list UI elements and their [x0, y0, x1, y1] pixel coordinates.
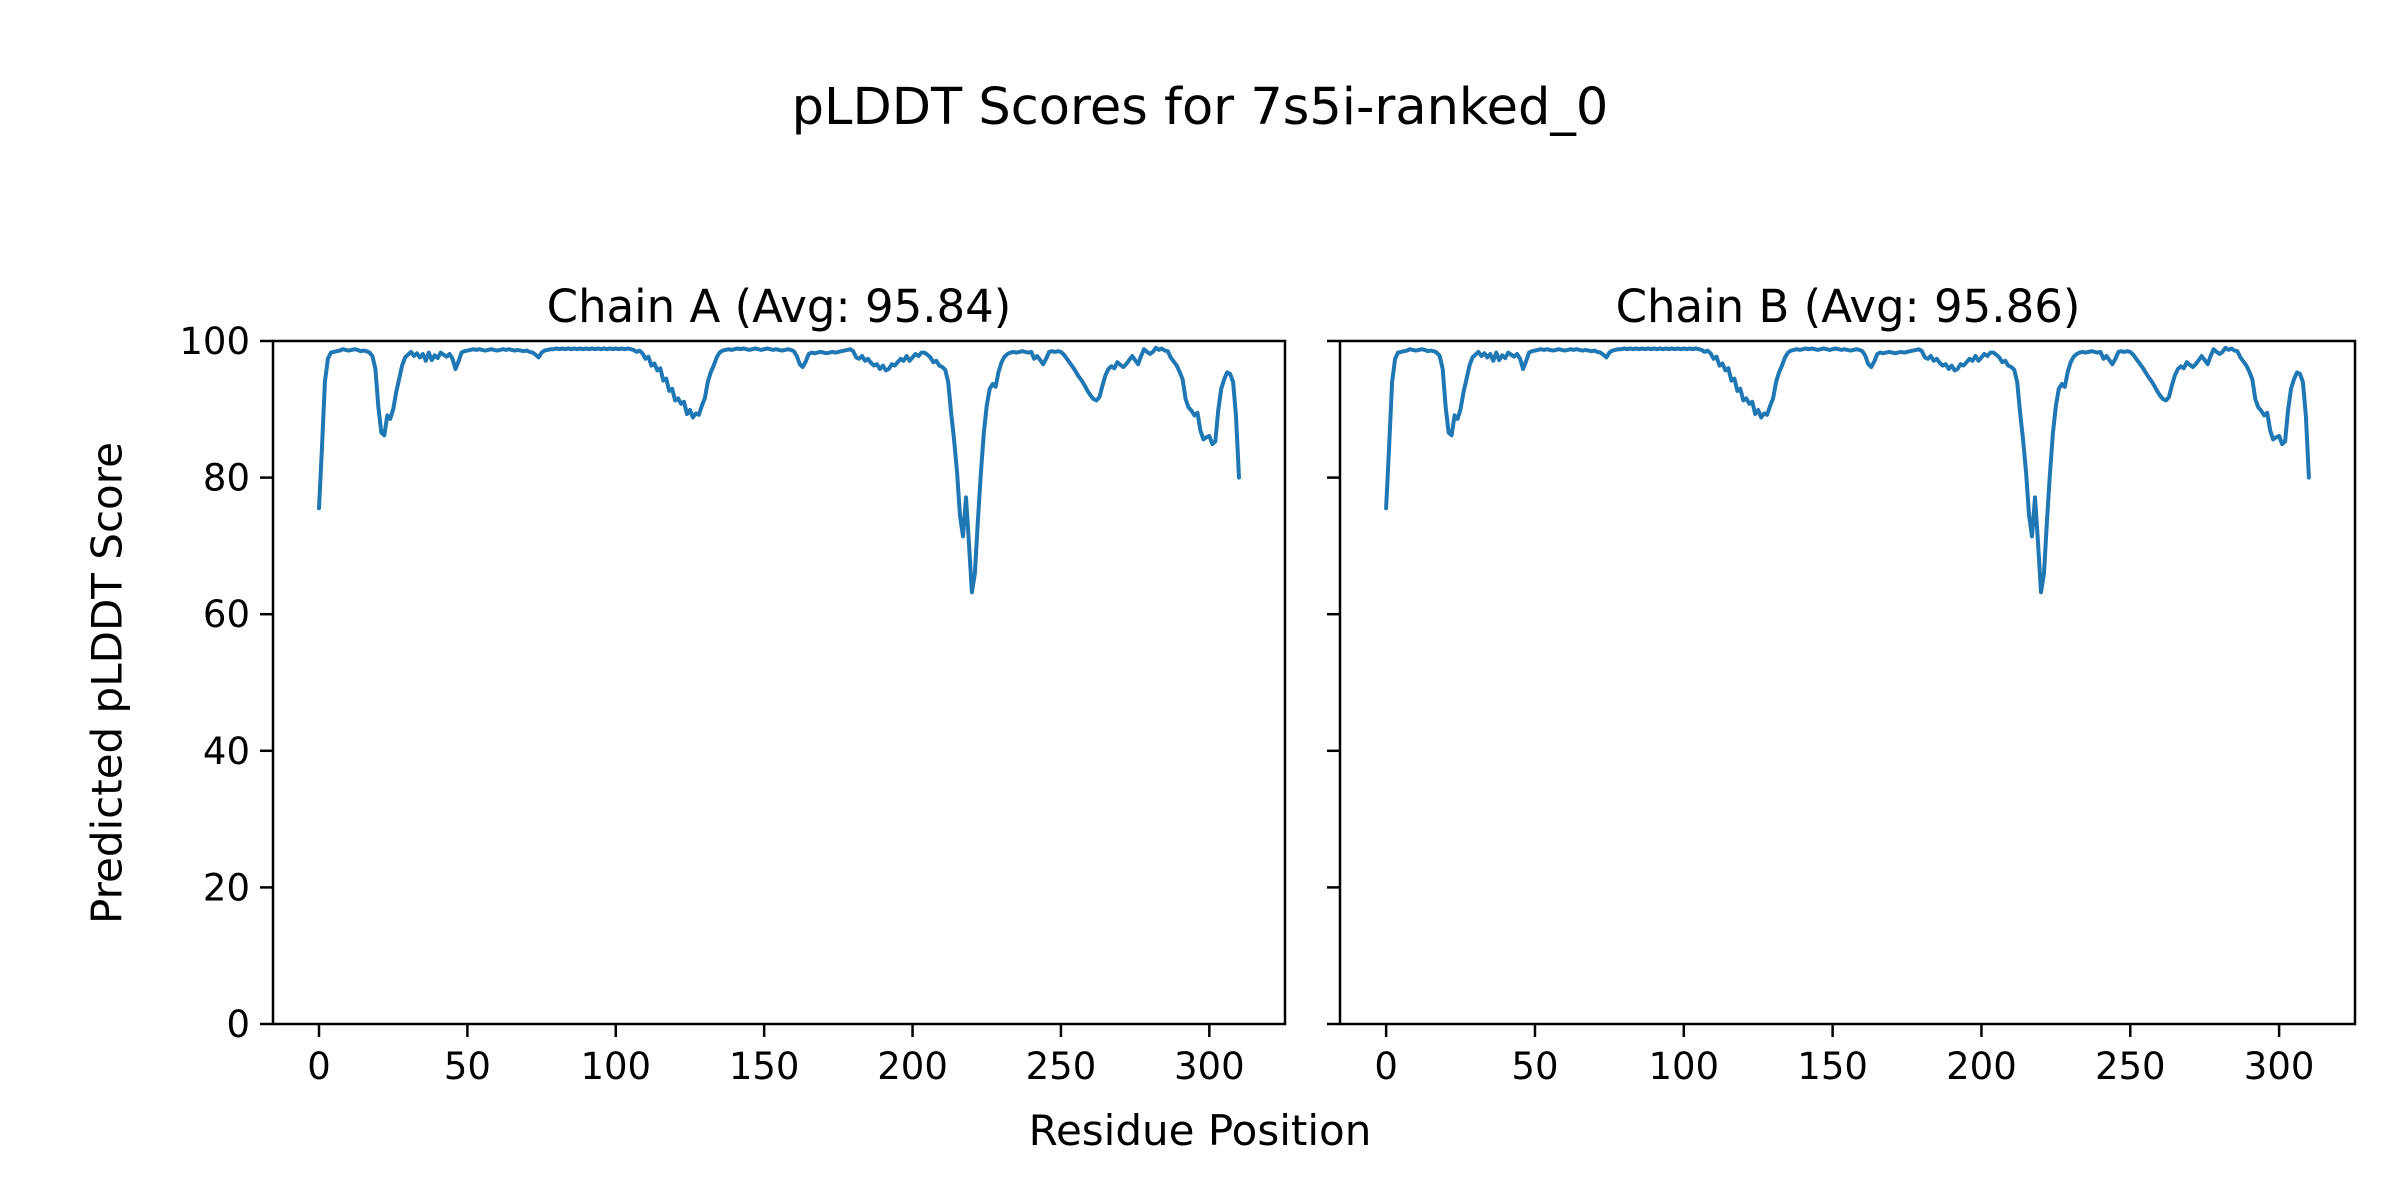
y-tick-label: 0	[226, 1003, 250, 1046]
x-tick-label: 0	[307, 1045, 331, 1088]
x-tick-label: 200	[877, 1045, 948, 1088]
axes-spines	[271, 339, 1287, 1026]
y-tick-label: 60	[203, 593, 250, 636]
x-tick-label: 250	[2095, 1045, 2166, 1088]
x-tick-label: 200	[1946, 1045, 2017, 1088]
x-axis-label: Residue Position	[1028, 1106, 1372, 1155]
subplot-a-title: Chain A (Avg: 95.84)	[546, 280, 1012, 333]
x-tick-label: 0	[1374, 1045, 1398, 1088]
x-tick-label: 300	[1174, 1045, 1245, 1088]
plddt-line-chain-b	[1384, 345, 2311, 595]
x-tick-label: 150	[729, 1045, 800, 1088]
y-tick-label: 80	[203, 457, 250, 500]
y-tick-label: 20	[203, 866, 250, 909]
y-tick-label: 100	[179, 320, 250, 363]
plddt-line-chain-a	[317, 345, 1241, 595]
subplot-b-title: Chain B (Avg: 95.86)	[1615, 280, 2081, 333]
y-tick-label: 40	[203, 730, 250, 773]
y-axis-label: Predicted pLDDT Score	[82, 442, 132, 924]
figure-title: pLDDT Scores for 7s5i-ranked_0	[791, 78, 1609, 137]
x-tick-label: 50	[1511, 1045, 1558, 1088]
x-tick-label: 250	[1026, 1045, 1097, 1088]
x-tick-label: 100	[580, 1045, 651, 1088]
x-tick-label: 100	[1648, 1045, 1719, 1088]
x-tick-label: 300	[2244, 1045, 2315, 1088]
x-tick-label: 150	[1797, 1045, 1868, 1088]
x-tick-label: 50	[444, 1045, 491, 1088]
axes-spines	[1338, 339, 2357, 1026]
